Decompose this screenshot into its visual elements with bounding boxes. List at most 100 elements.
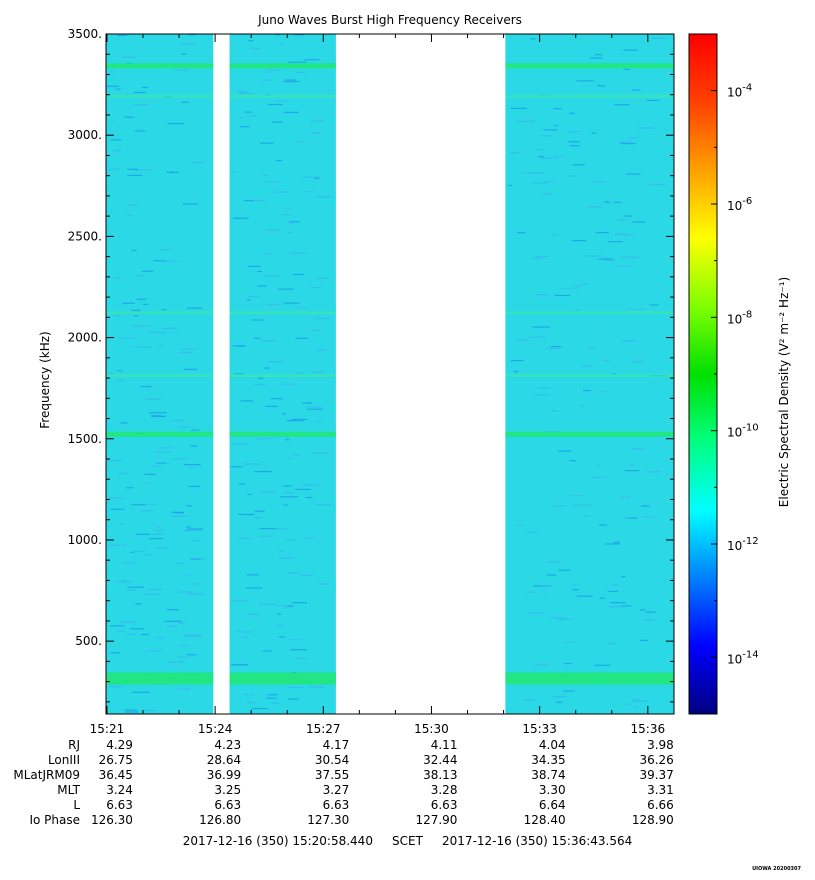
noise-speck bbox=[257, 377, 264, 379]
noise-speck bbox=[649, 304, 659, 306]
noise-speck bbox=[516, 525, 524, 527]
noise-speck bbox=[618, 265, 630, 267]
x-axis: 15:21 15:24 15:27 15:30 15:33 15:36 bbox=[90, 34, 665, 736]
x-tick-label: 15:30 bbox=[414, 722, 449, 736]
noise-speck bbox=[583, 389, 592, 392]
noise-speck bbox=[136, 274, 144, 277]
noise-speck bbox=[294, 141, 304, 143]
ephemeris-value: 3.98 bbox=[647, 738, 674, 752]
emission-band bbox=[505, 672, 674, 685]
noise-speck bbox=[263, 275, 279, 277]
emission-band bbox=[229, 63, 336, 69]
noise-speck bbox=[632, 700, 649, 702]
noise-speck bbox=[538, 156, 545, 158]
noise-speck bbox=[136, 298, 147, 300]
noise-speck bbox=[310, 120, 325, 122]
noise-speck bbox=[189, 540, 202, 542]
noise-speck bbox=[151, 415, 166, 418]
ephemeris-label: L bbox=[73, 798, 80, 812]
noise-speck bbox=[124, 116, 135, 118]
noise-speck bbox=[133, 91, 146, 94]
noise-speck bbox=[254, 470, 272, 473]
noise-speck bbox=[568, 141, 580, 143]
noise-speck bbox=[540, 157, 558, 159]
noise-speck bbox=[554, 294, 571, 297]
noise-speck bbox=[619, 234, 634, 236]
noise-speck bbox=[623, 68, 630, 70]
noise-speck bbox=[152, 465, 164, 467]
ephemeris-row: MLT 3.24 3.25 3.27 3.28 3.30 3.31 bbox=[0, 783, 815, 798]
noise-speck bbox=[179, 43, 197, 45]
noise-speck bbox=[276, 100, 287, 102]
noise-speck bbox=[297, 306, 307, 309]
noise-speck bbox=[309, 686, 325, 688]
noise-speck bbox=[134, 130, 146, 132]
ephemeris-value: 38.13 bbox=[423, 768, 458, 782]
noise-speck bbox=[295, 488, 311, 491]
noise-speck bbox=[239, 92, 254, 94]
noise-speck bbox=[180, 348, 199, 350]
x-tick-label: 15:36 bbox=[631, 722, 666, 736]
noise-speck bbox=[572, 240, 587, 242]
ephemeris-label: MLatJRM09 bbox=[13, 768, 80, 782]
noise-speck bbox=[569, 145, 580, 147]
emission-band bbox=[105, 94, 214, 98]
noise-speck bbox=[596, 465, 602, 467]
noise-speck bbox=[575, 309, 580, 311]
noise-speck bbox=[131, 691, 150, 693]
noise-speck bbox=[525, 531, 537, 534]
noise-speck bbox=[178, 622, 186, 624]
noise-speck bbox=[637, 127, 655, 129]
noise-speck bbox=[159, 249, 172, 251]
noise-speck bbox=[142, 270, 154, 272]
noise-speck bbox=[309, 132, 320, 134]
ephemeris-value: 3.25 bbox=[214, 783, 242, 797]
ephemeris-value: 127.90 bbox=[415, 813, 458, 827]
noise-speck bbox=[542, 591, 547, 593]
noise-speck bbox=[613, 201, 622, 203]
ephemeris-value: 6.63 bbox=[322, 798, 350, 812]
noise-speck bbox=[147, 588, 163, 591]
noise-speck bbox=[632, 448, 646, 450]
noise-speck bbox=[531, 257, 543, 259]
noise-speck bbox=[274, 191, 289, 193]
noise-speck bbox=[174, 69, 189, 71]
noise-speck bbox=[187, 307, 203, 309]
noise-speck bbox=[591, 132, 597, 134]
noise-speck bbox=[238, 91, 249, 93]
noise-speck bbox=[621, 256, 639, 258]
noise-speck bbox=[279, 43, 284, 46]
noise-speck bbox=[251, 200, 266, 202]
noise-speck bbox=[569, 460, 577, 462]
noise-speck bbox=[154, 547, 168, 549]
noise-speck bbox=[599, 597, 605, 599]
noise-speck bbox=[186, 526, 191, 528]
noise-speck bbox=[569, 112, 575, 114]
noise-speck bbox=[187, 654, 197, 656]
noise-speck bbox=[245, 587, 263, 589]
noise-speck bbox=[166, 609, 179, 611]
noise-speck bbox=[284, 111, 299, 114]
noise-speck bbox=[525, 591, 536, 593]
ephemeris-value: 3.30 bbox=[538, 783, 566, 797]
noise-speck bbox=[314, 177, 320, 179]
spectrogram-heatmap bbox=[105, 34, 674, 714]
noise-speck bbox=[164, 620, 182, 622]
noise-speck bbox=[109, 497, 124, 499]
emission-band bbox=[229, 94, 336, 98]
ephemeris-value: 37.55 bbox=[314, 768, 350, 782]
noise-speck bbox=[243, 463, 261, 465]
noise-speck bbox=[116, 379, 124, 382]
noise-speck bbox=[593, 664, 611, 666]
y-tick-label: 1000. bbox=[68, 533, 102, 547]
noise-speck bbox=[288, 222, 295, 224]
y-tick-label: 2500. bbox=[68, 229, 102, 243]
noise-speck bbox=[285, 439, 290, 441]
x-tick-label: 15:33 bbox=[522, 722, 557, 736]
spectrogram-segment-2 bbox=[229, 34, 336, 714]
noise-speck bbox=[190, 445, 198, 447]
noise-speck bbox=[283, 207, 293, 209]
noise-speck bbox=[238, 483, 245, 485]
y-tick-label: 1500. bbox=[68, 432, 102, 446]
noise-speck bbox=[516, 339, 530, 341]
